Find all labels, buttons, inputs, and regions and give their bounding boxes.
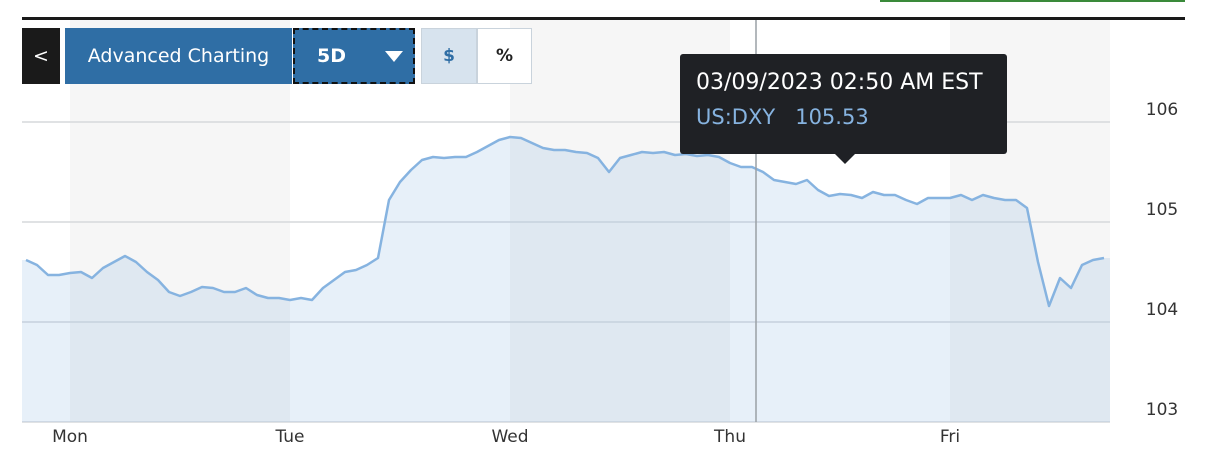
tooltip-time: 03/09/2023 02:50 AM EST (696, 70, 983, 95)
percent-toggle[interactable]: % (477, 28, 532, 84)
x-tick-label: Mon (52, 427, 88, 447)
range-dropdown[interactable]: 5D (293, 28, 415, 84)
y-tick-label: 106 (1146, 100, 1178, 120)
y-tick-label: 103 (1146, 400, 1178, 420)
accent-line (880, 0, 1185, 2)
x-tick-label: Thu (713, 427, 746, 447)
tooltip: 03/09/2023 02:50 AM EST US:DXY 105.53 (680, 54, 1007, 164)
tooltip-row: US:DXY 105.53 (696, 105, 991, 129)
x-tick-label: Fri (940, 427, 960, 447)
x-tick-label: Tue (274, 427, 304, 447)
band (70, 20, 290, 422)
range-label: 5D (317, 45, 346, 67)
top-rule (22, 17, 1185, 20)
area (22, 137, 1110, 422)
y-tick-label: 105 (1146, 200, 1178, 220)
y-tick-label: 104 (1146, 300, 1178, 320)
x-tick-label: Wed (491, 427, 528, 447)
currency-toggle[interactable]: $ (421, 28, 477, 84)
line (25, 135, 1105, 308)
tooltip-symbol: US:DXY (696, 105, 776, 129)
back-button[interactable]: < (22, 28, 60, 84)
dropdown-arrow (385, 51, 403, 62)
day-bands (70, 20, 1110, 422)
advanced-charting-button[interactable]: Advanced Charting (65, 28, 292, 84)
tooltip-value: 105.53 (795, 105, 869, 129)
